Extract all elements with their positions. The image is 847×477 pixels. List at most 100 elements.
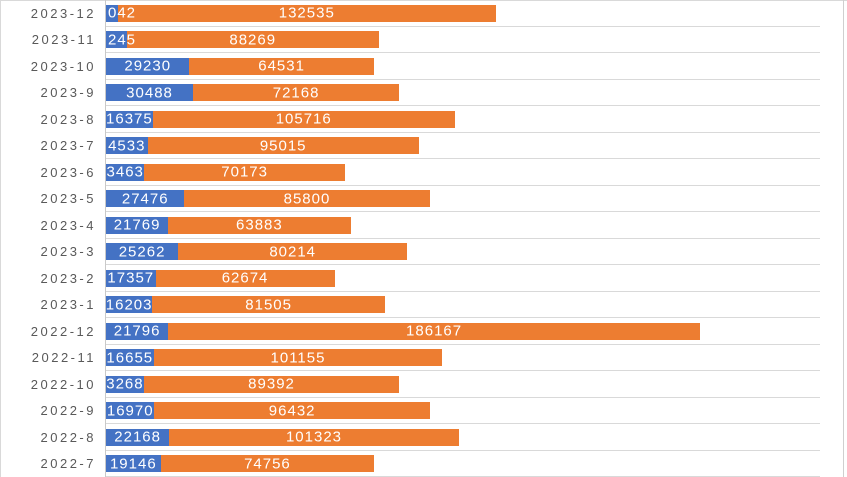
orange-bar-segment[interactable]: 105716	[152, 110, 455, 128]
stacked-bar: 16655 101155	[106, 349, 820, 366]
plot-area-row: 16970 96432	[106, 398, 820, 424]
orange-bar-segment[interactable]: 89392	[143, 375, 400, 393]
stacked-bar: 16375 105716	[106, 110, 820, 128]
orange-segment-value-label: 62674	[221, 269, 269, 287]
orange-bar-segment[interactable]: 72168	[193, 84, 400, 101]
orange-bar-segment[interactable]: 85800	[184, 190, 430, 207]
orange-segment-value-label: 64531	[258, 57, 305, 75]
blue-bar-segment[interactable]: 16655	[106, 349, 154, 366]
chart-row: 2023-11 245 88269	[0, 27, 847, 53]
category-axis-label: 2022-9	[40, 403, 96, 419]
category-axis-label: 2022-7	[40, 456, 96, 472]
orange-segment-value-label: 72168	[272, 84, 320, 101]
blue-segment-value-label: 22168	[114, 428, 161, 446]
blue-bar-segment[interactable]: 30488	[106, 84, 194, 101]
blue-bar-segment[interactable]: 3268	[106, 375, 144, 393]
category-axis-label: 2023-2	[40, 270, 96, 286]
stacked-bar: 16970 96432	[106, 402, 820, 419]
orange-bar-segment[interactable]: 70173	[144, 163, 345, 181]
blue-bar-segment[interactable]: 245	[106, 31, 135, 48]
blue-bar-segment[interactable]: 19146	[106, 455, 161, 472]
blue-segment-value-label: 21796	[113, 322, 161, 340]
category-axis-line	[105, 0, 106, 477]
category-axis-label: 2022-10	[30, 376, 96, 392]
plot-area-row: 27476 85800	[106, 186, 820, 212]
blue-bar-segment[interactable]: 27476	[106, 190, 185, 207]
orange-bar-segment[interactable]: 81505	[152, 296, 386, 313]
orange-bar-segment[interactable]: 64531	[189, 57, 374, 75]
plot-area-row: 29230 64531	[106, 53, 820, 80]
chart-row: 2023-2 17357 62674	[0, 265, 847, 292]
plot-area-row: 16203 81505	[106, 292, 820, 318]
orange-segment-value-label: 88269	[229, 31, 277, 48]
blue-bar-segment[interactable]: 21769	[106, 216, 169, 234]
blue-segment-value-label: 27476	[121, 190, 169, 207]
blue-bar-segment[interactable]: 16203	[105, 296, 153, 313]
plot-area-row: 21796 186167	[106, 318, 820, 345]
chart-row: 2023-3 25262 80214	[0, 239, 847, 265]
blue-bar-segment[interactable]: 4533	[106, 137, 148, 154]
stacked-bar: 16203 81505	[106, 296, 820, 313]
blue-bar-segment[interactable]: 042	[106, 4, 135, 22]
category-axis-label: 2023-11	[31, 32, 96, 48]
chart-row: 2022-9 16970 96432	[0, 398, 847, 424]
stacked-bar: 17357 62674	[106, 269, 820, 287]
orange-segment-value-label: 70173	[221, 163, 268, 181]
stacked-bar: 27476 85800	[106, 190, 820, 207]
orange-bar-segment[interactable]: 63883	[168, 216, 351, 234]
category-axis-label: 2023-4	[40, 217, 96, 233]
plot-area-row: 30488 72168	[106, 80, 820, 106]
orange-segment-value-label: 96432	[268, 402, 316, 419]
stacked-bar: 21796 186167	[106, 322, 820, 340]
blue-bar-segment[interactable]: 29230	[106, 57, 190, 75]
blue-bar-segment[interactable]: 21796	[106, 322, 169, 340]
blue-segment-value-label: 3463	[106, 163, 144, 181]
blue-segment-value-label: 21769	[113, 216, 161, 234]
orange-bar-segment[interactable]: 80214	[178, 243, 408, 260]
orange-bar-segment[interactable]: 74756	[160, 455, 375, 472]
plot-area-row: 042 132535	[106, 0, 820, 27]
orange-bar-segment[interactable]: 88269	[126, 31, 379, 48]
stacked-bar: 29230 64531	[106, 57, 820, 75]
blue-bar-segment[interactable]: 3463	[106, 163, 145, 181]
orange-bar-segment[interactable]: 96432	[154, 402, 430, 419]
chart-row: 2023-6 3463 70173	[0, 159, 847, 186]
chart-row: 2023-4 21769 63883	[0, 212, 847, 239]
chart-border-left	[0, 0, 1, 477]
blue-segment-value-label: 4533	[108, 137, 146, 154]
chart-row: 2023-9 30488 72168	[0, 80, 847, 106]
chart-row: 2022-10 3268 89392	[0, 371, 847, 398]
blue-segment-value-label: 30488	[126, 84, 173, 101]
plot-area-row: 16655 101155	[106, 345, 820, 371]
orange-bar-segment[interactable]: 186167	[168, 322, 700, 340]
blue-bar-segment[interactable]: 16970	[106, 402, 155, 419]
category-axis-label: 2023-7	[40, 138, 96, 154]
orange-bar-segment[interactable]: 95015	[147, 137, 419, 154]
blue-bar-segment[interactable]: 25262	[106, 243, 179, 260]
orange-segment-value-label: 186167	[406, 322, 463, 340]
blue-bar-segment[interactable]: 17357	[106, 269, 156, 287]
chart-row: 2022-12 21796 186167	[0, 318, 847, 345]
orange-bar-segment[interactable]: 62674	[155, 269, 335, 287]
plot-area-row: 245 88269	[106, 27, 820, 53]
blue-segment-value-label: 19146	[109, 455, 157, 472]
orange-bar-segment[interactable]: 101155	[153, 349, 443, 366]
category-axis-label: 2023-5	[40, 191, 96, 207]
blue-segment-value-label: 17357	[107, 269, 155, 287]
orange-segment-value-label: 80214	[269, 243, 317, 260]
blue-segment-value-label: 16203	[105, 296, 153, 313]
blue-bar-segment[interactable]: 16375	[106, 110, 153, 128]
stacked-bar: 25262 80214	[106, 243, 820, 260]
blue-bar-segment[interactable]: 22168	[106, 428, 170, 446]
chart-border-right	[843, 0, 844, 477]
plot-area-row: 22168 101323	[106, 424, 820, 451]
plot-area-row: 3463 70173	[106, 159, 820, 186]
chart-row: 2023-10 29230 64531	[0, 53, 847, 80]
blue-segment-value-label: 29230	[124, 57, 172, 75]
orange-bar-segment[interactable]: 132535	[117, 4, 497, 22]
category-axis-label: 2022-12	[30, 323, 96, 339]
chart-row: 2023-7 4533 95015	[0, 133, 847, 159]
orange-bar-segment[interactable]: 101323	[169, 428, 459, 446]
